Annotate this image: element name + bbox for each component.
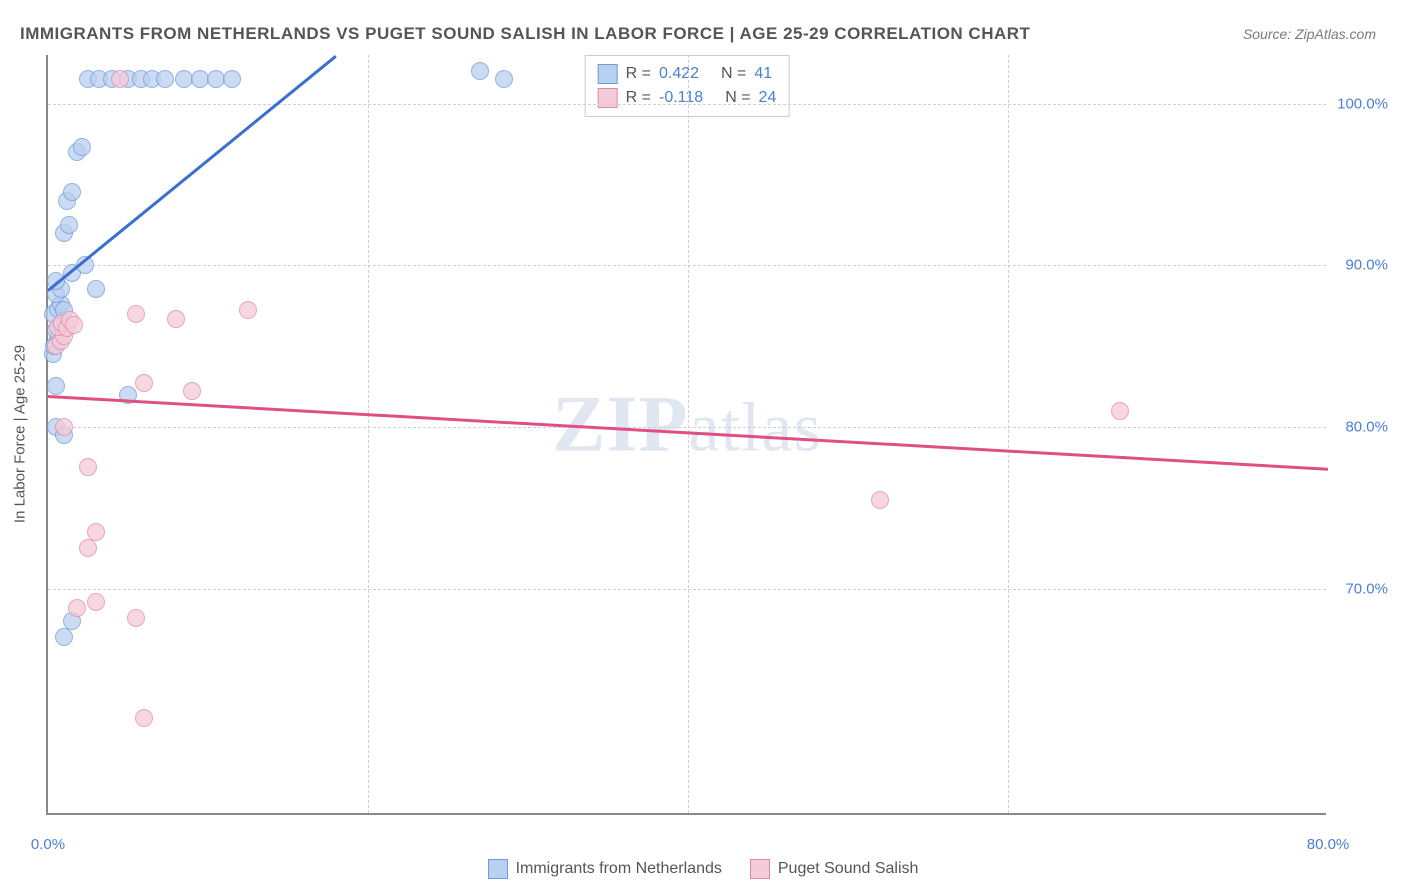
trend-line [47, 55, 337, 291]
data-point [55, 628, 73, 646]
legend-row: R = 0.422 N = 41 [598, 62, 777, 86]
y-tick-label: 90.0% [1333, 257, 1388, 274]
legend-item: Immigrants from Netherlands [488, 859, 722, 879]
data-point [223, 70, 241, 88]
data-point [1111, 402, 1129, 420]
data-point [183, 382, 201, 400]
data-point [111, 70, 129, 88]
series-legend: Immigrants from Netherlands Puget Sound S… [0, 859, 1406, 884]
data-point [68, 599, 86, 617]
data-point [65, 316, 83, 334]
data-point [239, 301, 257, 319]
chart-title: IMMIGRANTS FROM NETHERLANDS VS PUGET SOU… [20, 24, 1030, 44]
legend-swatch [750, 859, 770, 879]
gridline-v [368, 55, 369, 813]
gridline-h [48, 265, 1326, 266]
stat-r-value: 0.422 [659, 62, 699, 86]
gridline-h [48, 427, 1326, 428]
data-point [63, 183, 81, 201]
gridline-h [48, 104, 1326, 105]
data-point [47, 377, 65, 395]
x-tick-label: 80.0% [1307, 836, 1350, 853]
correlation-legend: R = 0.422 N = 41 R = -0.118 N = 24 [585, 55, 790, 117]
data-point [127, 609, 145, 627]
legend-row: R = -0.118 N = 24 [598, 86, 777, 110]
data-point [156, 70, 174, 88]
y-tick-label: 70.0% [1333, 580, 1388, 597]
data-point [87, 523, 105, 541]
stat-n-label: N = [721, 62, 746, 86]
data-point [127, 305, 145, 323]
stat-r-value: -0.118 [659, 86, 703, 110]
stat-r-label: R = [626, 86, 651, 110]
source-label: Source: ZipAtlas.com [1243, 26, 1376, 42]
gridline-v [688, 55, 689, 813]
data-point [87, 593, 105, 611]
data-point [167, 310, 185, 328]
plot-area: In Labor Force | Age 25-29 ZIPatlas R = … [46, 55, 1326, 815]
stat-r-label: R = [626, 62, 651, 86]
legend-label: Puget Sound Salish [778, 860, 919, 878]
data-point [871, 491, 889, 509]
y-axis-label: In Labor Force | Age 25-29 [12, 345, 29, 523]
data-point [55, 418, 73, 436]
y-tick-label: 80.0% [1333, 418, 1388, 435]
y-tick-label: 100.0% [1333, 95, 1388, 112]
data-point [60, 216, 78, 234]
gridline-h [48, 589, 1326, 590]
data-point [135, 709, 153, 727]
stat-n-value: 24 [759, 86, 777, 110]
x-tick-label: 0.0% [31, 836, 65, 853]
stat-n-label: N = [725, 86, 750, 110]
legend-swatch [598, 88, 618, 108]
legend-swatch [488, 859, 508, 879]
data-point [79, 458, 97, 476]
stat-n-value: 41 [754, 62, 772, 86]
gridline-v [1008, 55, 1009, 813]
data-point [73, 138, 91, 156]
legend-item: Puget Sound Salish [750, 859, 919, 879]
data-point [495, 70, 513, 88]
data-point [87, 280, 105, 298]
legend-label: Immigrants from Netherlands [516, 860, 722, 878]
legend-swatch [598, 64, 618, 84]
data-point [135, 374, 153, 392]
watermark: ZIPatlas [552, 379, 822, 470]
data-point [79, 539, 97, 557]
data-point [471, 62, 489, 80]
